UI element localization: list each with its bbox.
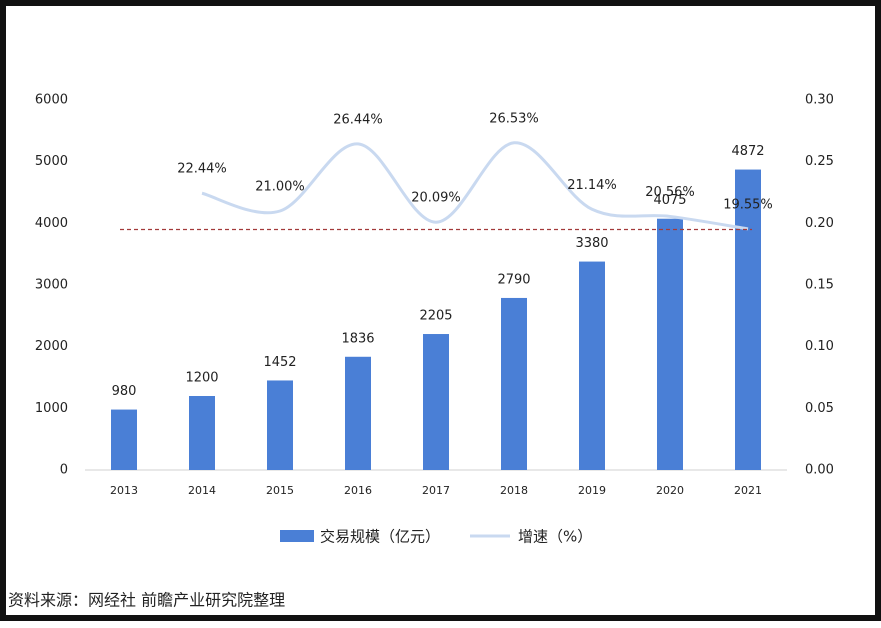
bar — [657, 218, 683, 470]
legend-swatch — [280, 530, 314, 542]
bar — [345, 356, 371, 470]
y-tick-label: 2000 — [35, 339, 68, 354]
y-tick-label: 3000 — [35, 278, 68, 293]
source: 资料来源：网经社 前瞻产业研究院整理 — [8, 591, 285, 610]
data-label: 21.14% — [567, 178, 617, 193]
x-tick-label: 2019 — [578, 484, 606, 497]
y-tick-label: 5000 — [35, 154, 68, 169]
bar — [267, 380, 293, 470]
x-tick-label: 2017 — [422, 484, 450, 497]
y-tick-label: 0 — [60, 463, 68, 478]
data-label: 26.44% — [333, 112, 383, 127]
legend-label: 增速（%） — [518, 528, 592, 546]
y2-tick-label: 0.15 — [805, 278, 834, 293]
bar — [189, 396, 215, 470]
y2-tick-label: 0.05 — [805, 401, 834, 416]
data-label: 22.44% — [177, 162, 227, 177]
data-label: 1452 — [263, 355, 296, 370]
data-label: 2790 — [497, 272, 530, 287]
data-label: 3380 — [575, 236, 608, 251]
x-tick-label: 2014 — [188, 484, 216, 497]
y2-tick-label: 0.20 — [805, 216, 834, 231]
growth-line — [201, 141, 749, 231]
x-tick-label: 2015 — [266, 484, 294, 497]
y2-tick-label: 0.25 — [805, 154, 834, 169]
bar — [501, 297, 527, 470]
data-label: 980 — [112, 384, 137, 399]
x-tick-label: 2018 — [500, 484, 528, 497]
y-tick-label: 6000 — [35, 93, 68, 108]
y-tick-label: 4000 — [35, 216, 68, 231]
bar — [735, 169, 761, 470]
data-label: 20.56% — [645, 185, 695, 200]
y2-tick-label: 0.10 — [805, 339, 834, 354]
data-label: 21.00% — [255, 180, 305, 195]
x-tick-label: 2020 — [656, 484, 684, 497]
y2-tick-label: 0.30 — [805, 93, 834, 108]
x-tick-label: 2016 — [344, 484, 372, 497]
data-label: 1836 — [341, 331, 374, 346]
data-label: 19.55% — [723, 197, 773, 212]
data-label: 26.53% — [489, 111, 539, 126]
data-label: 1200 — [185, 371, 218, 386]
data-label: 4872 — [731, 144, 764, 159]
y-tick-label: 1000 — [35, 401, 68, 416]
legend-label: 交易规模（亿元） — [320, 528, 440, 546]
data-label: 20.09% — [411, 191, 461, 206]
y2-tick-label: 0.00 — [805, 463, 834, 478]
data-label: 2205 — [419, 309, 452, 324]
x-tick-label: 2021 — [734, 484, 762, 497]
bar — [111, 409, 137, 470]
data-label: 4075 — [653, 193, 686, 208]
x-tick-label: 2013 — [110, 484, 138, 497]
bar — [579, 261, 605, 470]
bar — [423, 334, 449, 470]
